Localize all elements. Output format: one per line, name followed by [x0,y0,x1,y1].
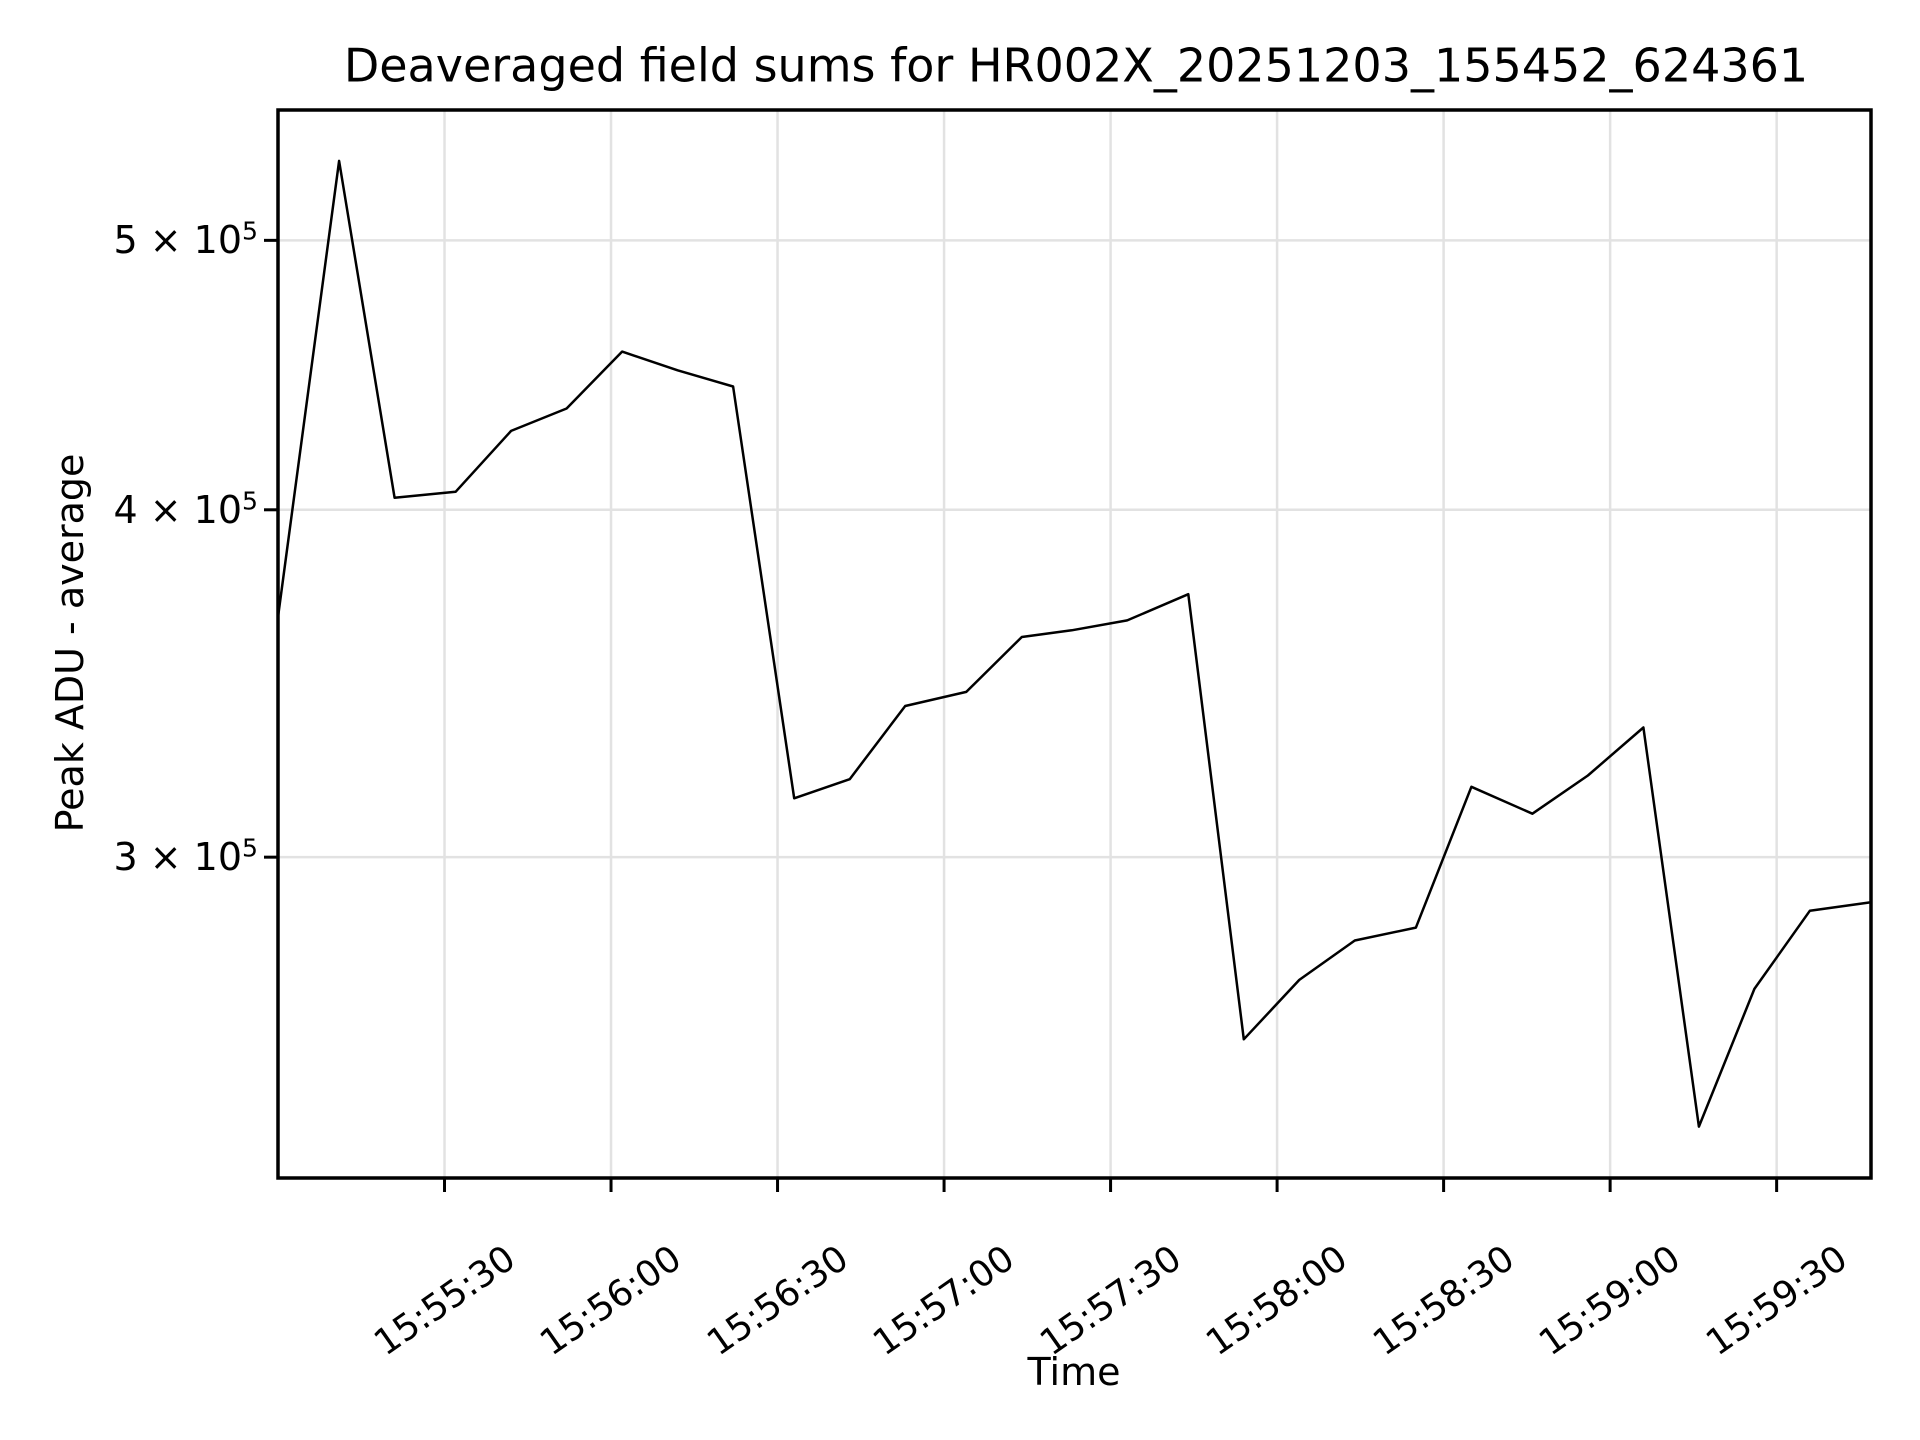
chart-title: Deaveraged field sums for HR002X_2025120… [343,38,1809,93]
y-tick-label: 3 × 105 [114,833,259,879]
y-tick-label: 5 × 105 [114,216,259,262]
x-axis-label: Time [1027,1350,1121,1394]
y-tick-mantissa: 4 × 10 [113,487,243,532]
y-tick-exponent: 5 [242,486,258,516]
y-tick-exponent: 5 [242,833,258,863]
y-tick-mantissa: 3 × 10 [113,834,243,879]
y-tick-label: 4 × 105 [114,486,259,532]
y-tick-mantissa: 5 × 10 [113,217,243,262]
plot-border [276,108,1873,1180]
y-tick-exponent: 5 [242,216,258,246]
y-axis-label: Peak ADU - average [48,453,92,833]
data-line [276,159,1872,1128]
